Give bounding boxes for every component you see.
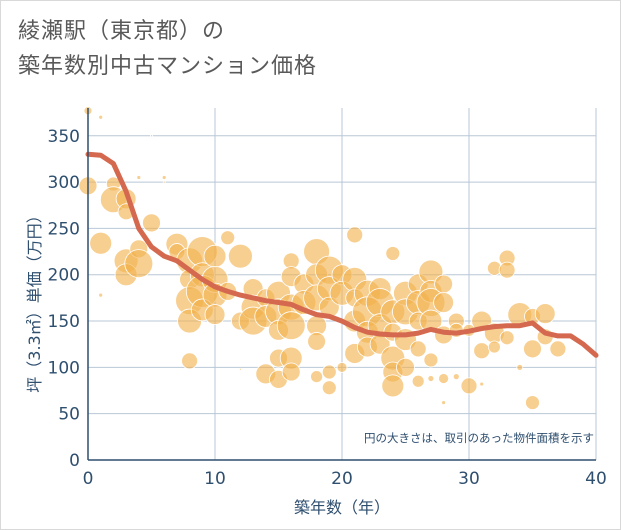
y-tick-label: 200 [48, 266, 80, 286]
bubble-point [203, 244, 227, 268]
bubble-point [150, 134, 153, 138]
bubble-point [321, 380, 337, 396]
y-tick-label: 300 [48, 173, 80, 193]
bubble-point [498, 261, 516, 279]
bubble-point [227, 243, 253, 269]
chart-title-line-2: 築年数別中古マンション価格 [18, 54, 318, 79]
bubble-point [142, 213, 161, 233]
bubble-point [181, 352, 199, 370]
bubble-point [419, 309, 443, 333]
bubble-point [460, 377, 478, 395]
x-tick-label: 10 [204, 469, 226, 489]
bubble-point [433, 292, 455, 313]
bubble-point [434, 274, 454, 294]
bubble-point [310, 370, 324, 384]
bubble-point [396, 357, 415, 377]
y-tick-label: 50 [58, 405, 80, 425]
bubble-point [220, 230, 236, 246]
bubble-point [452, 373, 460, 381]
bubble-point [336, 361, 348, 373]
bubble-point [441, 400, 447, 405]
y-tick-label: 250 [48, 219, 80, 239]
bubble-point [346, 226, 364, 244]
bubble-point [136, 175, 142, 180]
x-tick-label: 40 [585, 469, 607, 489]
x-axis-label: 築年数（年） [294, 498, 390, 517]
bubble-size-note: 円の大きさは、取引のあった物件面積を示す [364, 431, 594, 445]
axes [87, 108, 596, 461]
bubble-point [238, 367, 242, 371]
bubble-point [281, 362, 301, 382]
bubble-point [427, 375, 435, 382]
x-tick-label: 30 [458, 469, 480, 489]
tick-labels: 0 50 100 150 200 250 300 350 0 10 20 30 40 [48, 127, 607, 489]
bubble-point [411, 374, 425, 388]
bubble-point [321, 364, 337, 380]
bubble-point [276, 311, 306, 341]
bubble-series [78, 106, 567, 410]
y-tick-label: 100 [48, 358, 80, 378]
bubble-point [549, 340, 567, 358]
bubble-point [473, 342, 491, 360]
y-axis-label: 坪（3.3㎡）単価（万円） [25, 207, 44, 392]
bubble-point [479, 381, 485, 387]
bubble-point [98, 114, 104, 120]
bubble-point [161, 175, 167, 180]
bubble-point [409, 340, 427, 358]
y-tick-label: 350 [48, 127, 80, 147]
trend-line [85, 151, 599, 358]
chart-title: 綾瀬駅（東京都）の 築年数別中古マンション価格 [18, 14, 317, 84]
bubble-point [307, 332, 327, 351]
bubble-point [381, 374, 405, 398]
x-tick-label: 20 [331, 469, 353, 489]
bubble-point [438, 373, 450, 384]
bubble-point [516, 363, 524, 371]
bubble-point [204, 304, 226, 325]
bubble-point [534, 303, 556, 325]
y-tick-label: 150 [48, 312, 80, 332]
x-tick-label: 0 [83, 469, 94, 489]
bubble-point [162, 180, 166, 184]
bubble-point [499, 330, 515, 346]
y-tick-label: 0 [69, 451, 80, 471]
bubble-point [124, 249, 154, 279]
bubble-point [487, 340, 501, 354]
chart-title-line-1: 綾瀬駅（東京都）の [18, 19, 226, 44]
bubble-point [89, 231, 113, 255]
bubble-point [525, 395, 540, 410]
bubble-point [523, 339, 542, 359]
bubble-point [98, 292, 104, 298]
bubble-point [385, 246, 401, 261]
bubble-point [423, 352, 439, 368]
